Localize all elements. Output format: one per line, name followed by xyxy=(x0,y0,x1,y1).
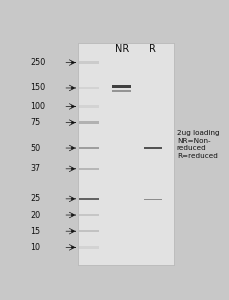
Text: 250: 250 xyxy=(30,58,46,67)
Bar xyxy=(78,43,174,265)
Text: 37: 37 xyxy=(30,164,41,173)
Bar xyxy=(112,90,131,92)
Bar xyxy=(79,246,99,248)
Text: 100: 100 xyxy=(30,102,45,111)
Bar xyxy=(79,198,99,200)
Text: 25: 25 xyxy=(30,194,41,203)
Bar xyxy=(79,230,99,232)
Bar xyxy=(79,105,99,108)
Bar xyxy=(79,214,99,216)
Text: R: R xyxy=(149,44,156,54)
Bar xyxy=(79,168,99,170)
Text: 20: 20 xyxy=(30,211,41,220)
Text: 150: 150 xyxy=(30,83,46,92)
Text: 15: 15 xyxy=(30,227,41,236)
Text: 2ug loading
NR=Non-
reduced
R=reduced: 2ug loading NR=Non- reduced R=reduced xyxy=(177,130,219,159)
Text: 75: 75 xyxy=(30,118,41,127)
Text: 50: 50 xyxy=(30,143,41,152)
Bar xyxy=(112,85,131,88)
Bar xyxy=(79,122,99,124)
Bar xyxy=(144,147,162,149)
Bar xyxy=(79,147,99,149)
Text: 10: 10 xyxy=(30,243,40,252)
Bar xyxy=(79,87,99,89)
Bar xyxy=(144,199,162,200)
Bar xyxy=(79,61,99,64)
Text: NR: NR xyxy=(115,44,129,54)
